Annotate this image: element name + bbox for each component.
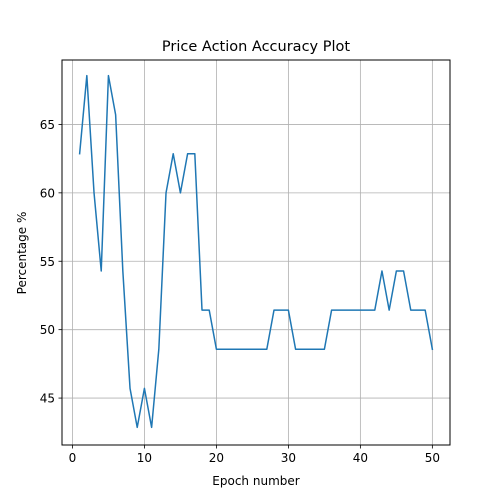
- x-tick-label: 30: [281, 451, 296, 465]
- x-axis-label: Epoch number: [212, 474, 299, 488]
- y-tick-label: 45: [40, 392, 55, 406]
- y-tick-label: 50: [40, 323, 55, 337]
- x-tick-label: 10: [137, 451, 152, 465]
- series-line: [78, 74, 434, 429]
- y-tick-label: 60: [40, 186, 55, 200]
- plot-frame: [61, 59, 451, 446]
- data-series: [78, 74, 434, 429]
- x-tick-label: 50: [425, 451, 440, 465]
- y-tick-label: 65: [40, 118, 55, 132]
- x-tick-label: 20: [209, 451, 224, 465]
- grid-lines: [62, 60, 450, 445]
- x-tick-label: 40: [353, 451, 368, 465]
- y-axis-label: Percentage %: [15, 212, 29, 295]
- axis-ticks: 0 10 20 30 40 50 45 50 55 60 65: [40, 118, 440, 465]
- chart-title: Price Action Accuracy Plot: [162, 39, 350, 55]
- y-tick-label: 55: [40, 255, 55, 269]
- x-tick-label: 0: [69, 451, 77, 465]
